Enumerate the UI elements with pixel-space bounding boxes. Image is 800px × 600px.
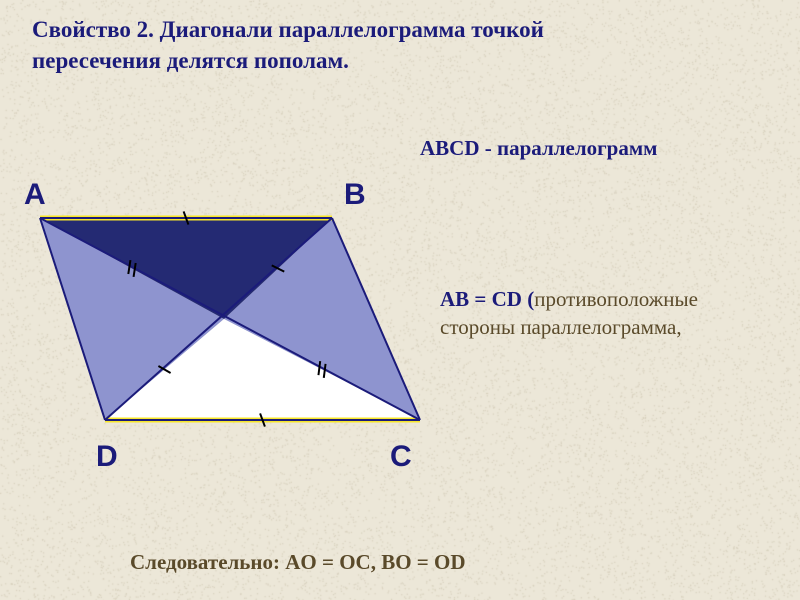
parallelogram-figure [0, 0, 800, 600]
slide-content: Свойство 2. Диагонали параллелограмма то… [0, 0, 800, 600]
